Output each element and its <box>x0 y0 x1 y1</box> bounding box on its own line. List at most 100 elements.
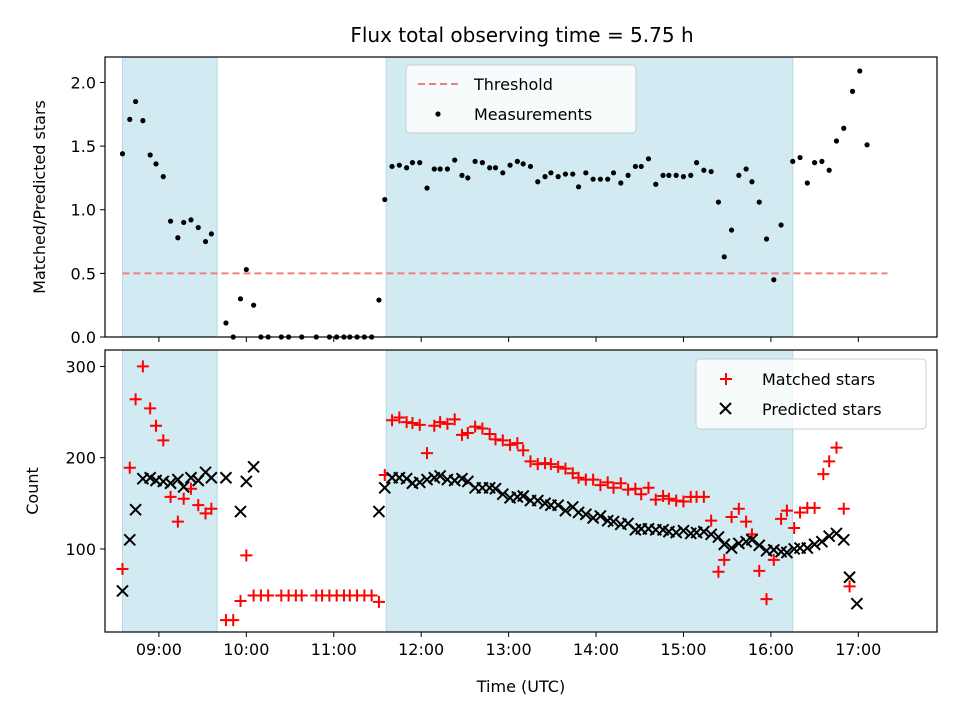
predicted-star-point <box>420 473 434 486</box>
matched-star-point <box>788 521 801 534</box>
measurement-point <box>728 227 735 233</box>
measurement-point <box>487 165 493 171</box>
predicted-star-point <box>164 477 177 490</box>
measurement-point <box>479 160 485 166</box>
matched-star-point <box>740 515 753 528</box>
matched-star-point <box>657 490 670 503</box>
matched-star-point <box>511 437 524 450</box>
matched-star-point <box>227 614 240 627</box>
predicted-star-point <box>378 481 391 495</box>
measurement-point <box>562 171 569 177</box>
matched-star-point <box>136 360 149 373</box>
matched-star-point <box>483 427 496 440</box>
y-tick-label: 1.0 <box>71 201 96 220</box>
matched-star-point <box>642 481 655 494</box>
matched-star-point <box>496 434 509 447</box>
measurement-point <box>140 118 146 124</box>
matched-star-point <box>240 549 253 562</box>
measurement-point <box>610 170 617 176</box>
matched-star-point <box>517 444 530 457</box>
matched-star-point <box>780 504 793 517</box>
matched-star-point <box>476 422 489 435</box>
measurement-point <box>680 174 687 180</box>
matched-star-point <box>448 413 461 426</box>
matched-star-point <box>365 589 378 602</box>
predicted-star-point <box>586 511 600 525</box>
matched-star-point <box>205 502 218 515</box>
predicted-star-point <box>808 538 821 551</box>
matched-star-point <box>295 589 308 602</box>
matched-star-point <box>767 553 780 566</box>
matched-star-point <box>129 393 142 406</box>
predicted-star-point <box>551 498 565 512</box>
matched-star-point <box>753 564 766 577</box>
measurement-point <box>223 320 229 326</box>
matched-star-point <box>837 502 850 515</box>
legend-measurements-label: Measurements <box>474 105 592 124</box>
predicted-star-point <box>572 506 585 519</box>
measurement-point <box>514 158 520 164</box>
matched-star-point <box>461 427 474 440</box>
measurement-point <box>444 166 451 172</box>
matched-star-point <box>808 501 821 514</box>
measurement-point <box>632 163 638 170</box>
matched-star-point <box>184 482 197 495</box>
bottom-legend: Matched stars Predicted stars <box>695 358 927 430</box>
measurement-point <box>778 222 784 228</box>
top-y-axis-label: Matched/Predicted stars <box>30 100 49 294</box>
matched-star-point <box>413 418 426 431</box>
legend-predicted-label: Predicted stars <box>762 400 882 419</box>
predicted-star-point <box>822 529 836 543</box>
predicted-star-point <box>594 509 607 523</box>
x-tick-label: 14:00 <box>573 640 619 659</box>
predicted-star-point <box>234 505 247 518</box>
measurement-point <box>389 163 395 170</box>
matched-star-point <box>662 492 675 505</box>
shaded-interval-1 <box>121 56 218 338</box>
measurement-point <box>160 174 166 180</box>
matched-star-point <box>794 506 807 519</box>
predicted-star-point <box>247 460 260 474</box>
predicted-star-point <box>669 526 683 539</box>
measurement-point <box>771 277 777 283</box>
predicted-star-point <box>704 528 718 541</box>
predicted-star-point <box>116 584 129 598</box>
matched-star-point <box>587 473 600 486</box>
matched-star-point <box>607 481 620 494</box>
matched-star-point <box>234 594 247 607</box>
matched-star-point <box>164 490 177 503</box>
measurement-point <box>175 235 181 241</box>
y-tick-label: 300 <box>65 357 96 376</box>
measurement-point <box>763 236 770 242</box>
matched-star-point <box>601 476 614 489</box>
matched-star-point <box>544 458 557 471</box>
matched-star-point <box>469 420 482 433</box>
predicted-star-point <box>753 539 766 552</box>
measurement-point <box>645 156 652 162</box>
matched-star-point <box>171 515 184 528</box>
measurement-point <box>195 224 201 231</box>
measurement-point <box>583 170 589 176</box>
measurement-point <box>424 185 430 191</box>
measurement-point <box>864 142 870 148</box>
measurement-point <box>153 161 159 167</box>
predicted-star-point <box>697 525 711 538</box>
matched-star-point <box>524 455 537 468</box>
measurement-point <box>132 98 139 105</box>
predicted-star-point <box>184 471 198 484</box>
top-panel: 0.00.51.01.52.0 Matched/Predicted stars … <box>30 56 938 347</box>
matched-star-point <box>123 461 136 474</box>
matched-star-point <box>386 414 399 427</box>
predicted-star-point <box>607 515 620 528</box>
predicted-star-point <box>448 474 461 487</box>
matched-star-point <box>504 438 517 451</box>
matched-star-point <box>144 402 157 415</box>
matched-star-point <box>149 419 162 432</box>
measurement-point <box>653 181 659 187</box>
measurement-point <box>542 174 548 180</box>
predicted-star-point <box>516 489 530 503</box>
y-tick-label: 100 <box>65 540 96 559</box>
measurement-point <box>638 163 644 170</box>
x-tick-label: 12:00 <box>398 640 444 659</box>
measurement-point <box>597 176 604 182</box>
